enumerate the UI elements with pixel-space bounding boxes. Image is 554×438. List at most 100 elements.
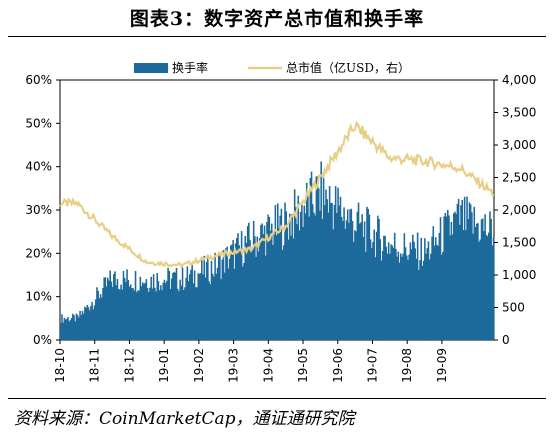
left-axis-label: 10% [25,290,52,304]
turnover-bar [419,260,421,340]
turnover-bar [277,203,279,340]
turnover-bar [486,236,489,340]
turnover-bar [334,186,337,340]
turnover-bar [328,185,331,340]
turnover-bar [157,281,160,340]
turnover-bar [348,222,350,340]
turnover-bar [397,251,400,340]
turnover-bar [338,205,341,340]
turnover-bar [303,205,306,340]
turnover-bar [453,213,455,340]
x-axis-label: 18-11 [88,348,102,383]
turnover-bar [330,202,332,340]
turnover-bar [98,298,101,340]
turnover-bar [125,281,127,340]
turnover-bar [409,242,412,340]
turnover-bar [173,271,175,340]
turnover-bar [316,176,319,340]
turnover-bar [292,238,295,340]
turnover-bar [87,307,90,340]
turnover-bar [187,281,190,340]
turnover-bar [80,314,83,340]
turnover-bar [243,263,245,340]
turnover-bar [320,161,322,340]
turnover-bar [445,216,448,340]
turnover-bar [92,309,95,340]
turnover-bar [232,239,234,340]
turnover-bar [190,269,192,340]
turnover-bar [363,221,366,340]
turnover-bar [222,250,225,340]
turnover-bar [220,279,222,340]
turnover-bar [133,290,136,340]
turnover-bar [336,212,338,340]
turnover-bar [401,256,403,340]
turnover-bar [132,288,134,340]
turnover-bar [332,229,335,340]
turnover-bar [116,278,119,340]
turnover-bar [100,297,103,340]
turnover-bar [413,241,415,340]
turnover-bar [356,211,359,340]
turnover-bar [85,307,87,340]
turnover-bar [263,225,266,340]
turnover-bar [140,286,143,340]
left-axis-label: 40% [25,160,52,174]
turnover-bar [248,222,250,340]
turnover-bar [280,208,283,340]
turnover-bar [386,253,389,340]
turnover-bar [214,252,216,340]
turnover-bar [240,230,243,340]
turnover-bar [117,288,120,340]
turnover-bar [219,254,221,340]
turnover-bar [86,305,89,340]
turnover-bar [404,247,407,340]
turnover-bar [442,251,444,340]
turnover-bar [331,202,333,340]
turnover-bar [215,273,218,340]
turnover-bar [369,239,372,340]
turnover-bar [462,230,465,340]
turnover-bar [108,280,110,340]
turnover-bar [416,232,419,340]
turnover-bar [289,213,291,340]
turnover-bar [485,234,488,340]
turnover-bar [203,255,206,340]
turnover-bar [489,211,491,340]
turnover-bar [405,255,408,340]
turnover-bar [155,291,157,340]
turnover-bar [254,236,256,340]
x-axis-label: 19-08 [400,348,414,383]
turnover-bar [146,288,149,340]
turnover-bar [403,233,406,340]
turnover-bar [249,240,251,340]
right-axis-label: 500 [502,301,525,315]
turnover-bar [242,266,244,340]
left-axis-label: 0% [33,333,52,347]
turnover-bar [307,195,309,340]
turnover-bar [258,238,261,340]
chart-legend: 换手率 总市值（亿USD，右） [134,60,410,75]
turnover-bar [389,253,391,340]
turnover-bar [114,271,116,340]
turnover-bar [63,317,66,340]
turnover-bar [339,196,342,340]
source-note: 资料来源：CoinMarketCap，通证通研究院 [14,409,355,429]
turnover-bar [487,232,490,340]
turnover-bar [152,274,155,340]
turnover-bar [264,255,267,340]
turnover-bar [304,213,307,340]
turnover-bar [158,290,161,340]
turnover-bar [396,256,398,340]
turnover-bar [104,277,107,340]
turnover-bar [481,218,484,340]
turnover-bar [143,283,145,340]
turnover-bar [490,218,492,340]
turnover-bar [345,220,348,340]
right-axis-label: 0 [502,333,510,347]
turnover-bar [315,176,318,340]
turnover-bar [352,241,355,340]
turnover-bar [407,259,409,340]
turnover-bar [365,251,367,340]
turnover-bar [179,279,181,340]
